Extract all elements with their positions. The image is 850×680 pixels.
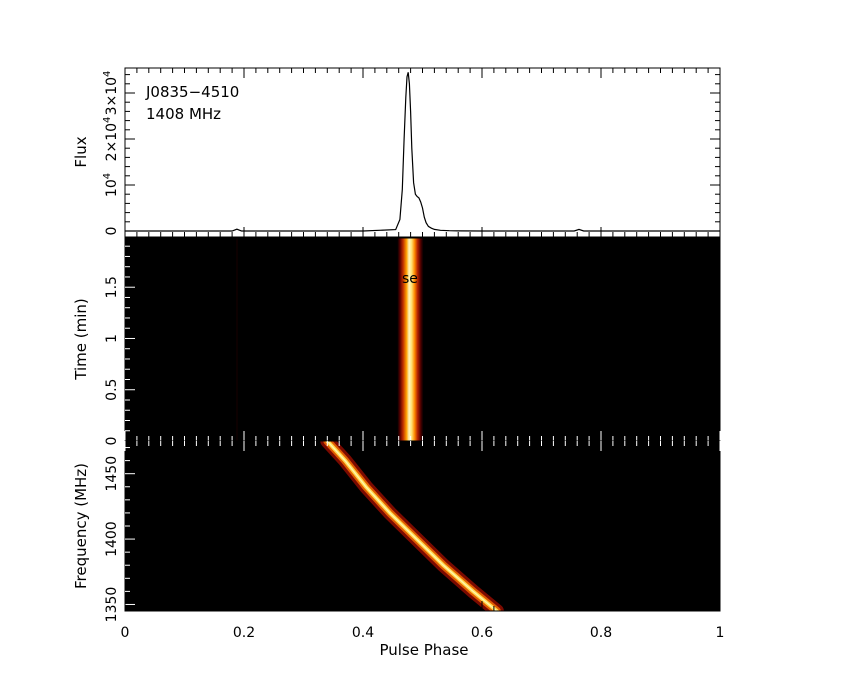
time-axes: 0 0.5 1 1.5	[104, 245, 721, 446]
time-y-label: Time (min)	[72, 298, 90, 380]
time-phase-overlay-text: se	[402, 271, 418, 287]
phase-x-axis: 0 0.2 0.4 0.6 0.8 1	[121, 601, 725, 641]
time-phase-panel: se 0 0.5 1 1.5 Time (min)	[72, 237, 721, 446]
profile-y-label: Flux	[72, 136, 90, 167]
frequency-y-tick-label: 1450	[104, 456, 120, 492]
phase-x-tick-label: 1	[716, 625, 725, 641]
frequency-phase-background	[125, 441, 720, 611]
x-axis-label: Pulse Phase	[379, 641, 468, 659]
profile-line	[125, 72, 720, 232]
phase-x-tick-label: 0.8	[590, 625, 612, 641]
profile-y-tick-label: 104	[102, 173, 120, 197]
phase-x-tick-label: 0.6	[471, 625, 493, 641]
profile-y-tick-label: 0	[104, 227, 120, 236]
profile-y-tick-label: 3×104	[102, 71, 120, 116]
time-y-tick-label: 0	[104, 437, 120, 446]
time-y-tick-label: 1	[104, 334, 120, 343]
frequency-y-label: Frequency (MHz)	[72, 463, 90, 589]
phase-x-tick-label: 0.4	[352, 625, 374, 641]
profile-y-tick-label: 2×104	[102, 117, 120, 162]
phase-x-tick-label: 0	[121, 625, 130, 641]
phase-x-tick-label: 0.2	[233, 625, 255, 641]
source-name: J0835−4510	[145, 83, 239, 101]
time-phase-faint-line	[236, 238, 238, 441]
frequency-y-tick-label: 1350	[104, 587, 120, 623]
time-y-tick-label: 0.5	[104, 379, 120, 401]
time-pulse-band	[397, 238, 424, 441]
time-y-tick-label: 1.5	[104, 276, 120, 298]
sweep-hot	[326, 441, 498, 611]
frequency-axes: 1350 1400 1450	[104, 441, 721, 623]
frequency-label: 1408 MHz	[146, 105, 221, 123]
frequency-y-tick-label: 1400	[104, 521, 120, 557]
